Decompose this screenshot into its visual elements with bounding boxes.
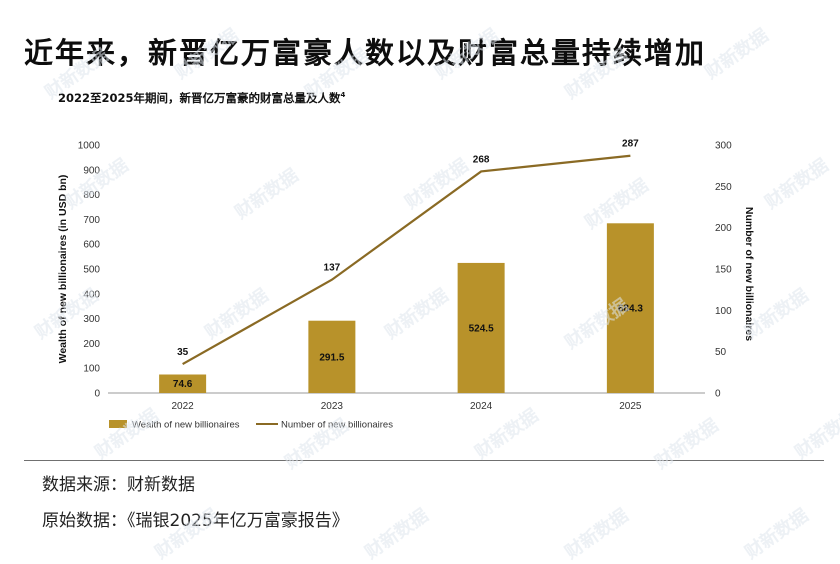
legend-bar-label: Wealth of new billionaires: [132, 420, 240, 431]
wealth-bar-label: 684.3: [618, 304, 643, 315]
chart-subtitle-text: 2022至2025年期间，新晋亿万富豪的财富总量及人数: [58, 91, 341, 105]
y-right-tick-label: 50: [715, 347, 727, 358]
data-source-line: 数据来源：财新数据: [42, 475, 195, 495]
legend-line-label: Number of new billionaires: [281, 420, 393, 431]
y-left-tick-label: 400: [83, 289, 100, 300]
count-point-label: 287: [622, 139, 639, 150]
y-right-tick-label: 150: [715, 265, 732, 276]
count-line: [182, 154, 631, 366]
y-left-tick-label: 900: [83, 165, 100, 176]
y-left-tick-label: 800: [83, 190, 100, 201]
y-left-tick-label: 600: [83, 240, 100, 251]
wealth-bar: [606, 223, 654, 393]
y-right-tick-label: 250: [715, 182, 732, 193]
y-left-tick-label: 100: [83, 364, 100, 375]
y-left-tick-label: 0: [94, 389, 100, 400]
original-data-line: 原始数据：《瑞银2025年亿万富豪报告》: [42, 511, 349, 531]
x-tick-label: 2024: [470, 401, 493, 412]
wealth-bar-label: 74.6: [173, 379, 193, 390]
headline: 近年来，新晋亿万富豪人数以及财富总量持续增加: [24, 36, 707, 70]
chart-subtitle: 2022至2025年期间，新晋亿万富豪的财富总量及人数4: [58, 90, 345, 106]
x-tick-label: 2022: [172, 401, 195, 412]
count-point-label: 268: [473, 154, 490, 165]
watermark: 财新数据: [361, 504, 433, 564]
chart: 0 100 200 300 400 500 600 700 800 900 1000 0 50 100 15…: [57, 139, 755, 431]
legend-bar-swatch: [109, 420, 127, 428]
y-right-tick-label: 200: [715, 223, 732, 234]
footnote-mark: 4: [340, 91, 346, 100]
x-tick-label: 2025: [619, 401, 642, 412]
y-left-tick-label: 200: [83, 339, 100, 350]
watermark: 财新数据: [561, 504, 633, 564]
y-left-tick-label: 700: [83, 215, 100, 226]
y-right-tick-label: 300: [715, 141, 732, 152]
wealth-bar-label: 291.5: [319, 352, 344, 363]
count-point-label: 137: [324, 263, 341, 274]
count-point-label: 35: [177, 347, 189, 358]
watermark: 财新数据: [741, 504, 813, 564]
y-left-axis-title: Wealth of new billionaires (in USD bn): [57, 175, 69, 364]
x-tick-label: 2023: [321, 401, 344, 412]
y-right-axis-title: Number of new billionaires: [743, 207, 755, 341]
y-right-tick-label: 0: [715, 389, 721, 400]
y-left-tick-label: 1000: [78, 141, 101, 152]
divider: [24, 460, 824, 461]
wealth-bar: [159, 374, 207, 393]
y-left-tick-label: 300: [83, 314, 100, 325]
y-right-tick-label: 100: [715, 306, 732, 317]
wealth-bar-label: 524.5: [469, 323, 494, 334]
y-left-tick-label: 500: [83, 265, 100, 276]
wealth-bar: [457, 262, 505, 393]
wealth-bar: [308, 320, 356, 393]
